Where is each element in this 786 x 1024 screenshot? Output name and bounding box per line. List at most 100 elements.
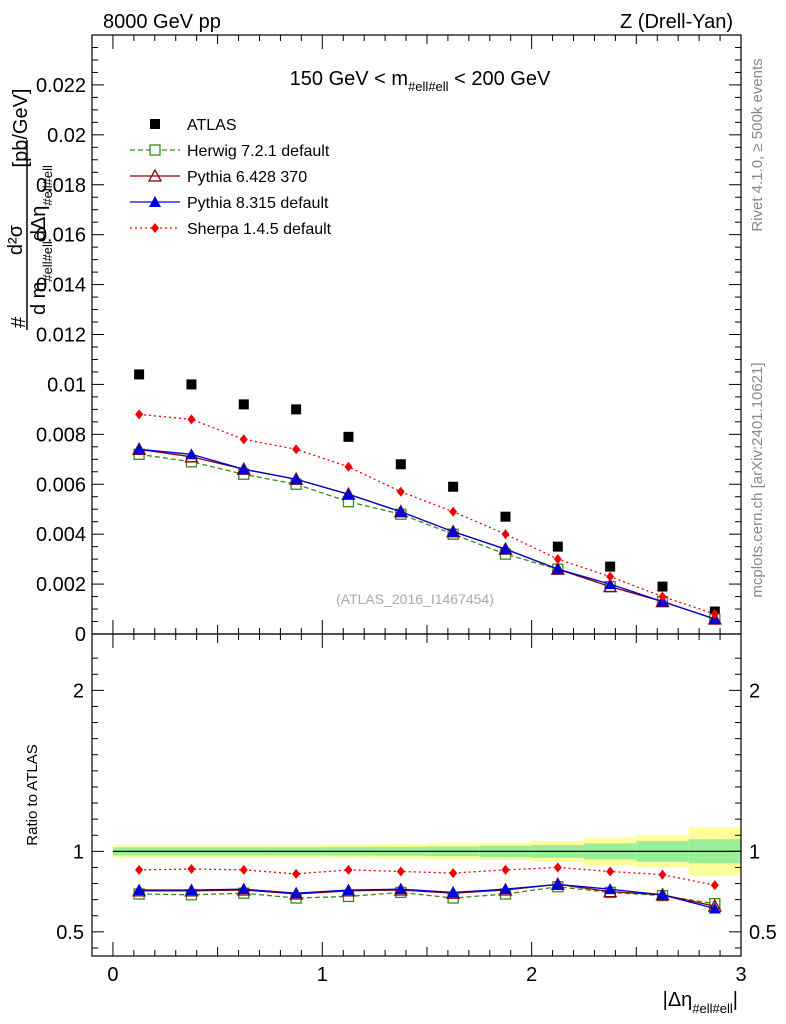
ratio-point [447,886,460,898]
y-tick-label: 0.002 [36,574,86,596]
ratio-line [139,883,715,910]
main-x-ticks [91,35,742,634]
y-tick-label: 0.022 [36,75,86,97]
data-point [553,554,562,565]
y-tick-label: 0.006 [36,474,86,496]
data-point [185,448,198,460]
header-right: Z (Drell-Yan) [620,11,733,33]
main-y-axis: 0 0.002 0.004 0.006 0.008 0.01 0.012 0.014 0.016… [36,46,741,646]
series-line [139,448,716,620]
data-point [447,525,460,537]
ratio-point [342,883,355,895]
data-point [396,486,405,497]
y-tick-label: 0 [75,624,86,646]
ratio-panel: 0.5 0.5 1 1 2 2 0 1 2 3 [56,633,777,986]
data-point [187,414,196,425]
data-point [551,563,564,575]
ratio-point [553,862,562,873]
legend: ATLAS Herwig 7.2.1 default Pythia 6.428 37… [130,117,332,238]
legend-label: Sherpa 1.4.5 default [187,221,332,238]
main-panel: 0 0.002 0.004 0.006 0.008 0.01 0.012 0.014 0.016… [36,34,742,646]
y-tick-label: 0.004 [36,524,86,546]
data-point [606,571,615,582]
legend-item: Pythia 8.315 default [130,195,329,212]
data-point [657,581,668,592]
x-tick-label: 2 [526,964,537,986]
ratio-series-pythia-8-315-default [133,878,721,914]
data-point [501,529,510,540]
main-y-label: # d²σ d m#ell#elldΔη#ell#ell [pb/GeV] [5,89,55,330]
data-point [291,404,302,415]
legend-item: Pythia 6.428 370 [130,168,307,186]
data-point [500,511,511,522]
data-point [186,379,197,390]
ratio-point [604,883,617,895]
y-label-numerator: d²σ [5,224,27,255]
ratio-frame [91,633,742,957]
ratio-point [237,883,250,895]
data-point [448,481,459,492]
ratio-y-label: Ratio to ATLAS [24,744,41,845]
x-tick-label: 3 [735,964,746,986]
ratio-line [139,866,715,886]
series-line [139,413,716,615]
rivet-label: Rivet 4.1.0, ≥ 500k events [749,58,766,231]
y-tick-label: 0.01 [47,374,86,396]
ratio-point [551,878,564,890]
data-point [499,543,512,555]
ratio-point [449,868,458,879]
ratio-point [606,866,615,877]
ratio-series-sherpa-1-4-5-default [135,862,719,891]
y-tick-label: 0.02 [47,125,86,147]
y-tick-label: 0.016 [36,225,86,247]
ratio-line [139,883,715,907]
y-label-hash: # [8,316,30,328]
ratio-series-herwig-7-2-1-default [133,881,721,910]
x-axis-label: |Δη#ell#ell| [663,989,738,1016]
mcplots-label: mcplots.cern.ch [arXiv:2401.10621] [749,362,766,597]
ratio-point [499,883,512,895]
series-sherpa-1-4-5-default [135,409,719,620]
legend-item: ATLAS [150,117,237,134]
data-point [604,578,617,590]
ratio-point [187,864,196,875]
legend-marker [151,223,159,233]
data-point [292,444,301,455]
ratio-point [394,883,407,895]
y-tick-label: 0.014 [36,275,86,297]
ratio-line [139,886,715,905]
ratio-point [292,868,301,879]
series-pythia-8-315-default [133,443,721,625]
y-label-unit: [pb/GeV] [10,89,32,168]
ratio-tick-label-right: 0.5 [749,922,777,944]
data-point [238,399,249,410]
ratio-point [396,866,405,877]
x-axis: 0 1 2 3 [91,634,747,986]
data-point [449,506,458,517]
legend-marker [147,168,163,182]
ratio-point [501,864,510,875]
legend-label: Pythia 8.315 default [187,195,329,212]
main-plot-area [132,369,722,625]
ratio-point [344,864,353,875]
ratio-y-axis: 0.5 0.5 1 1 2 2 [56,657,777,949]
data-point [290,473,303,485]
y-tick-label: 0.008 [36,424,86,446]
legend-label: Herwig 7.2.1 default [187,143,330,160]
legend-item: Herwig 7.2.1 default [130,143,330,160]
data-point [394,505,407,517]
ratio-point [185,883,198,895]
y-label-denominator: d m#ell#elldΔη#ell#ell [28,165,55,315]
x-tick-label: 0 [107,964,118,986]
analysis-watermark: (ATLAS_2016_I1467454) [336,591,494,607]
legend-marker [150,119,160,129]
legend-item: Sherpa 1.4.5 default [130,221,332,238]
data-point [343,431,354,442]
ratio-point [656,888,669,900]
legend-label: ATLAS [187,117,237,134]
series-atlas [134,369,720,617]
data-point [552,541,563,552]
legend-marker [149,196,161,207]
ratio-point [658,869,667,880]
